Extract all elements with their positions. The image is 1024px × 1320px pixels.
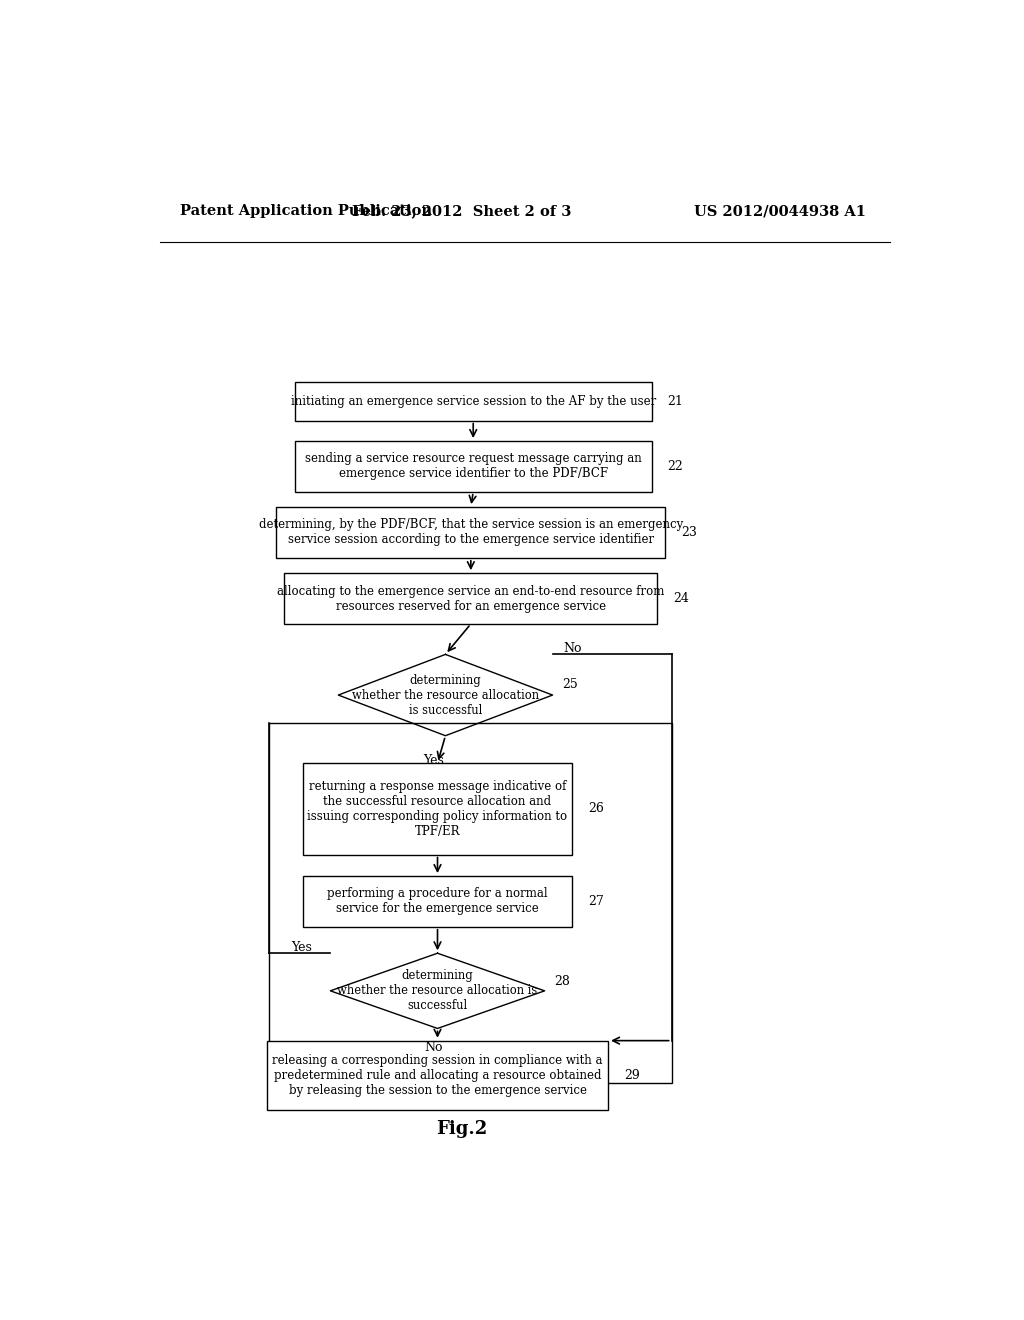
Text: determining
whether the resource allocation is
successful: determining whether the resource allocat…	[337, 969, 538, 1012]
Text: Yes: Yes	[423, 754, 444, 767]
Text: 28: 28	[554, 975, 570, 987]
Text: performing a procedure for a normal
service for the emergence service: performing a procedure for a normal serv…	[328, 887, 548, 915]
FancyBboxPatch shape	[267, 1040, 608, 1110]
Text: allocating to the emergence service an end-to-end resource from
resources reserv: allocating to the emergence service an e…	[278, 585, 665, 612]
Text: Feb. 23, 2012  Sheet 2 of 3: Feb. 23, 2012 Sheet 2 of 3	[351, 205, 571, 218]
FancyBboxPatch shape	[285, 573, 657, 624]
Text: returning a response message indicative of
the successful resource allocation an: returning a response message indicative …	[307, 780, 567, 838]
Text: 27: 27	[588, 895, 604, 908]
FancyBboxPatch shape	[276, 507, 666, 558]
Text: 24: 24	[673, 591, 689, 605]
FancyBboxPatch shape	[295, 381, 652, 421]
Text: sending a service resource request message carrying an
emergence service identif: sending a service resource request messa…	[305, 453, 642, 480]
Text: 23: 23	[681, 525, 697, 539]
Text: determining
whether the resource allocation
is successful: determining whether the resource allocat…	[352, 673, 539, 717]
Text: releasing a corresponding session in compliance with a
predetermined rule and al: releasing a corresponding session in com…	[272, 1053, 603, 1097]
FancyBboxPatch shape	[303, 763, 572, 854]
Text: initiating an emergence service session to the AF by the user: initiating an emergence service session …	[291, 395, 655, 408]
Text: US 2012/0044938 A1: US 2012/0044938 A1	[694, 205, 866, 218]
Text: No: No	[563, 642, 582, 655]
Text: Yes: Yes	[291, 941, 312, 953]
Text: 22: 22	[668, 459, 683, 473]
Text: Patent Application Publication: Patent Application Publication	[179, 205, 431, 218]
FancyBboxPatch shape	[303, 876, 572, 927]
FancyBboxPatch shape	[295, 441, 652, 492]
Text: 21: 21	[668, 395, 684, 408]
Text: 29: 29	[624, 1069, 640, 1081]
Text: determining, by the PDF/BCF, that the service session is an emergency
service se: determining, by the PDF/BCF, that the se…	[259, 519, 683, 546]
Text: 25: 25	[562, 678, 578, 692]
Text: 26: 26	[588, 803, 604, 816]
Text: No: No	[424, 1040, 442, 1053]
Text: Fig.2: Fig.2	[435, 1121, 487, 1138]
